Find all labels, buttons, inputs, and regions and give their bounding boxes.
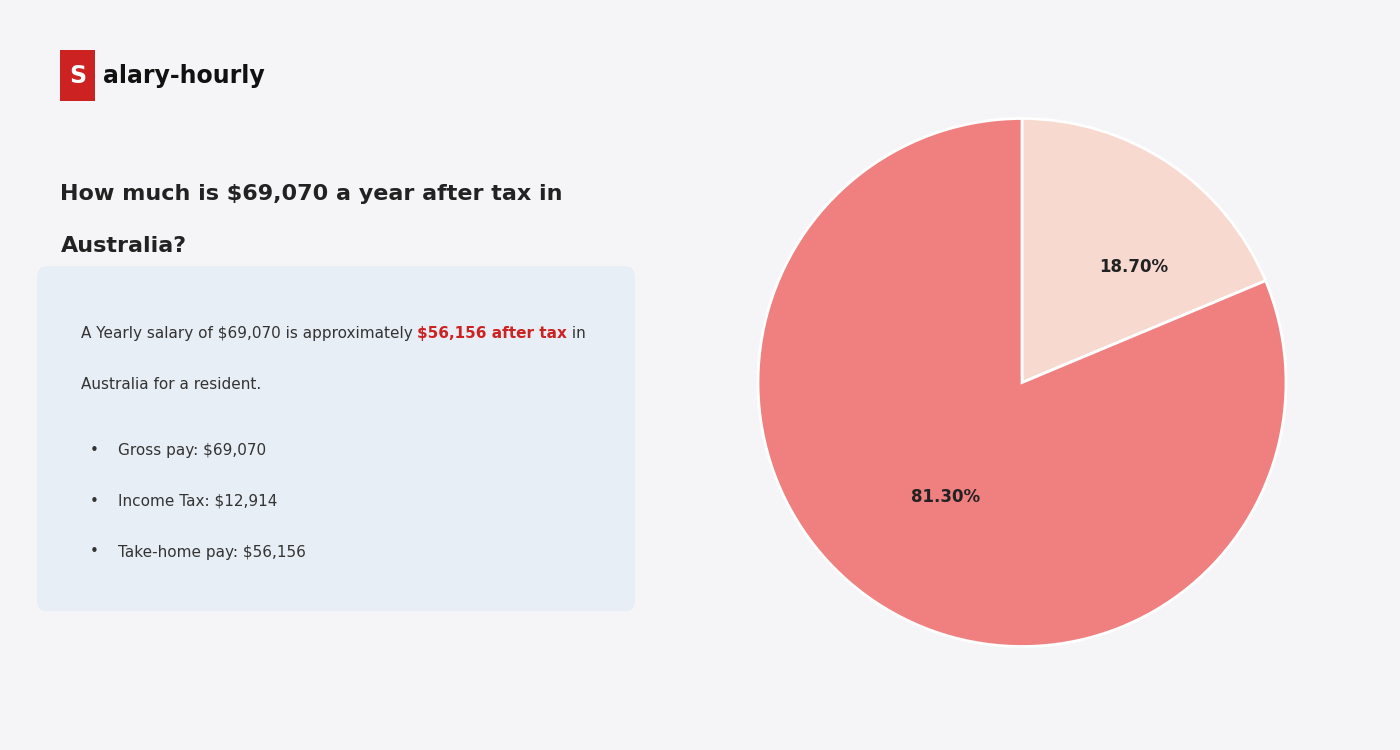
Text: Take-home pay: $56,156: Take-home pay: $56,156	[118, 544, 305, 560]
Text: Gross pay: $69,070: Gross pay: $69,070	[118, 442, 266, 458]
Text: •: •	[90, 544, 98, 560]
Text: Income Tax: $12,914: Income Tax: $12,914	[118, 494, 277, 508]
FancyBboxPatch shape	[60, 50, 95, 101]
Text: How much is $69,070 a year after tax in: How much is $69,070 a year after tax in	[60, 184, 563, 204]
Text: 81.30%: 81.30%	[911, 488, 980, 506]
Legend: Income Tax, Take-home Pay: Income Tax, Take-home Pay	[854, 0, 1190, 4]
Text: 18.70%: 18.70%	[1099, 259, 1169, 277]
Text: •: •	[90, 442, 98, 458]
Text: Australia for a resident.: Australia for a resident.	[81, 377, 260, 392]
Text: S: S	[70, 64, 87, 88]
Text: •: •	[90, 494, 98, 508]
Wedge shape	[1022, 118, 1266, 382]
Text: $56,156 after tax: $56,156 after tax	[417, 326, 567, 341]
Text: Australia?: Australia?	[60, 236, 186, 256]
Text: A Yearly salary of $69,070 is approximately: A Yearly salary of $69,070 is approximat…	[81, 326, 417, 341]
Text: in: in	[567, 326, 585, 341]
Text: alary-hourly: alary-hourly	[102, 64, 265, 88]
FancyBboxPatch shape	[36, 266, 636, 611]
Wedge shape	[757, 118, 1287, 646]
